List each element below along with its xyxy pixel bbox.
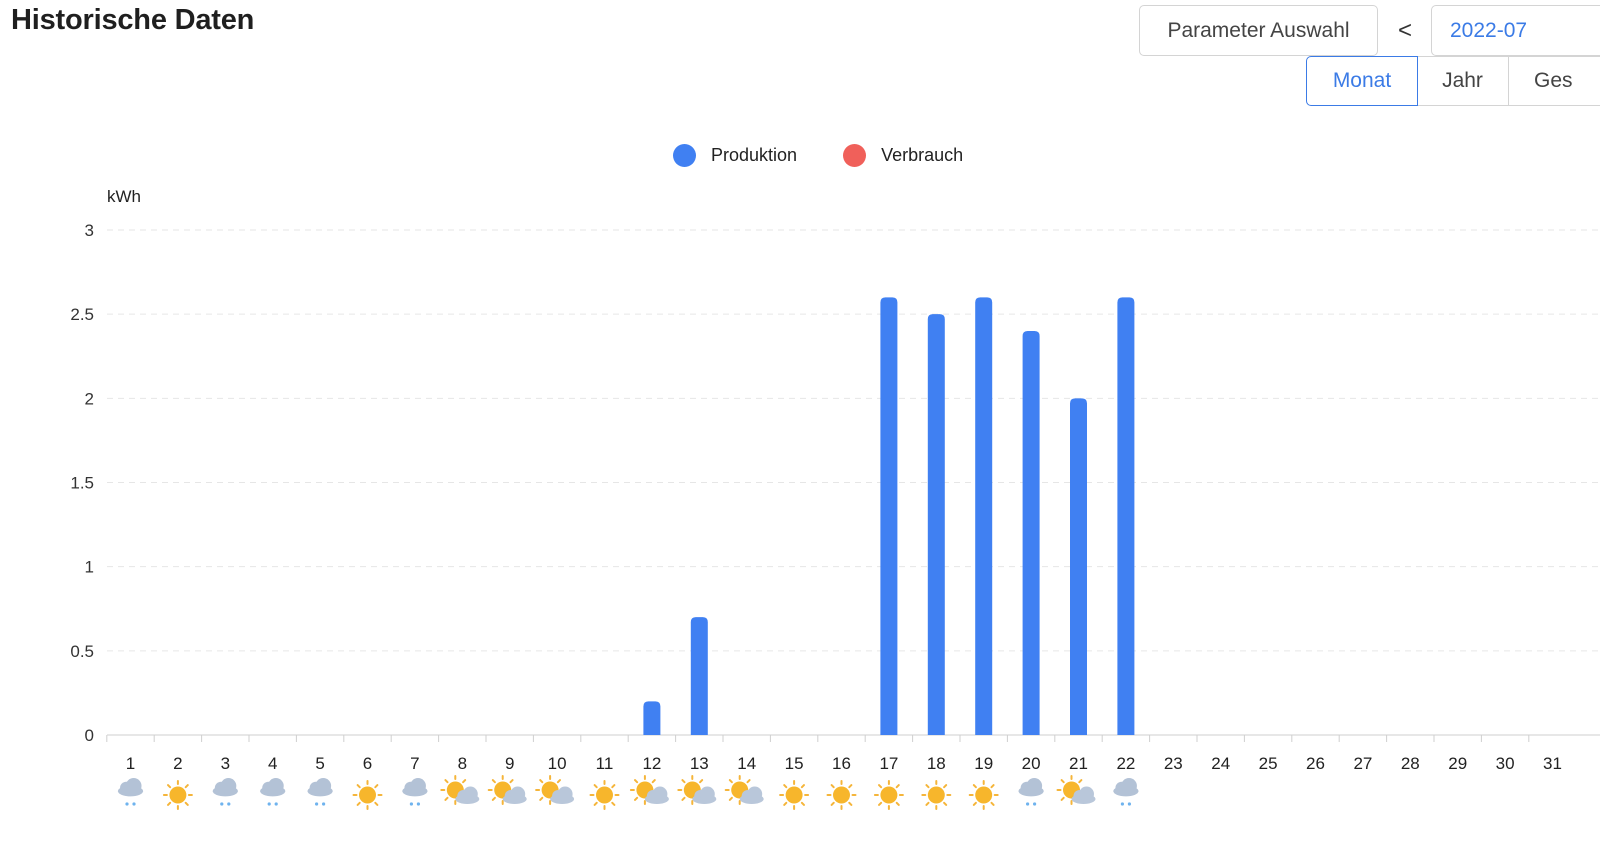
tab-year[interactable]: Jahr (1417, 56, 1509, 106)
partly-cloudy-icon (487, 775, 527, 805)
x-tick-label: 16 (832, 754, 851, 773)
sun-icon (921, 780, 952, 810)
x-tick-label: 28 (1401, 754, 1420, 773)
x-tick-label: 6 (363, 754, 372, 773)
rain-icon (212, 778, 238, 806)
y-axis-unit: kWh (107, 187, 141, 206)
x-tick-label: 4 (268, 754, 277, 773)
x-tick-label: 11 (596, 754, 614, 773)
legend-dot-production (673, 144, 696, 167)
x-tick-label: 12 (642, 754, 661, 773)
period-picker[interactable]: 2022-07 (1431, 5, 1600, 56)
y-tick-label: 3 (85, 221, 94, 240)
bar-production[interactable] (975, 297, 993, 735)
sun-icon (589, 780, 620, 810)
x-tick-label: 2 (173, 754, 182, 773)
x-tick-label: 30 (1496, 754, 1515, 773)
previous-period-button[interactable]: < (1388, 5, 1422, 56)
x-tick-label: 17 (879, 754, 898, 773)
rain-icon (260, 778, 286, 806)
x-tick-label: 7 (410, 754, 419, 773)
x-tick-label: 23 (1164, 754, 1183, 773)
x-tick-label: 1 (126, 754, 135, 773)
partly-cloudy-icon (535, 775, 575, 805)
legend-label-production: Produktion (711, 145, 798, 165)
rain-icon (1113, 778, 1139, 806)
x-tick-label: 13 (690, 754, 709, 773)
bar-production[interactable] (880, 297, 898, 735)
sun-icon (873, 780, 904, 810)
rain-icon (307, 778, 333, 806)
bar-production[interactable] (927, 314, 945, 735)
x-tick-label: 27 (1353, 754, 1372, 773)
x-tick-label: 15 (785, 754, 804, 773)
x-tick-label: 22 (1116, 754, 1135, 773)
sun-icon (352, 780, 383, 810)
sun-icon (779, 780, 810, 810)
sun-icon (162, 780, 193, 810)
x-tick-label: 20 (1022, 754, 1041, 773)
partly-cloudy-icon (629, 775, 669, 805)
x-tick-label: 26 (1306, 754, 1325, 773)
y-tick-label: 0.5 (70, 642, 94, 661)
partly-cloudy-icon (724, 775, 764, 805)
tab-total[interactable]: Ges (1508, 56, 1600, 106)
x-tick-label: 10 (548, 754, 567, 773)
y-tick-label: 2 (85, 389, 94, 408)
parameter-select-button[interactable]: Parameter Auswahl (1139, 5, 1378, 56)
rain-icon (402, 778, 428, 806)
legend-dot-consumption (843, 144, 867, 167)
partly-cloudy-icon (677, 775, 717, 805)
y-tick-label: 0 (85, 726, 94, 745)
x-tick-label: 8 (458, 754, 467, 773)
sun-icon (826, 780, 857, 810)
bar-production[interactable] (1070, 398, 1087, 735)
y-tick-label: 1.5 (70, 474, 94, 493)
x-tick-label: 24 (1211, 754, 1230, 773)
x-tick-label: 18 (927, 754, 946, 773)
x-tick-label: 9 (505, 754, 514, 773)
x-tick-label: 14 (737, 754, 756, 773)
bar-production[interactable] (1117, 297, 1135, 735)
x-tick-label: 19 (974, 754, 993, 773)
partly-cloudy-icon (440, 775, 480, 805)
x-tick-label: 31 (1543, 754, 1562, 773)
legend-item-consumption[interactable]: Verbrauch (843, 144, 963, 167)
chart-legend: Produktion Verbrauch (673, 144, 1009, 167)
x-tick-label: 5 (315, 754, 324, 773)
tab-month[interactable]: Monat (1306, 56, 1418, 106)
x-tick-label: 21 (1069, 754, 1088, 773)
x-tick-label: 25 (1259, 754, 1278, 773)
x-tick-label: 3 (221, 754, 230, 773)
legend-label-consumption: Verbrauch (881, 145, 964, 165)
bar-production[interactable] (690, 617, 708, 735)
page-title: Historische Daten (11, 4, 255, 36)
y-tick-label: 2.5 (70, 305, 94, 324)
bar-production[interactable] (643, 701, 661, 735)
bar-production[interactable] (1022, 331, 1040, 735)
x-tick-label: 29 (1448, 754, 1467, 773)
rain-icon (1018, 778, 1044, 806)
legend-item-production[interactable]: Produktion (673, 144, 797, 167)
partly-cloudy-icon (1056, 775, 1096, 805)
sun-icon (968, 780, 999, 810)
rain-icon (117, 778, 144, 806)
y-tick-label: 1 (85, 558, 94, 577)
